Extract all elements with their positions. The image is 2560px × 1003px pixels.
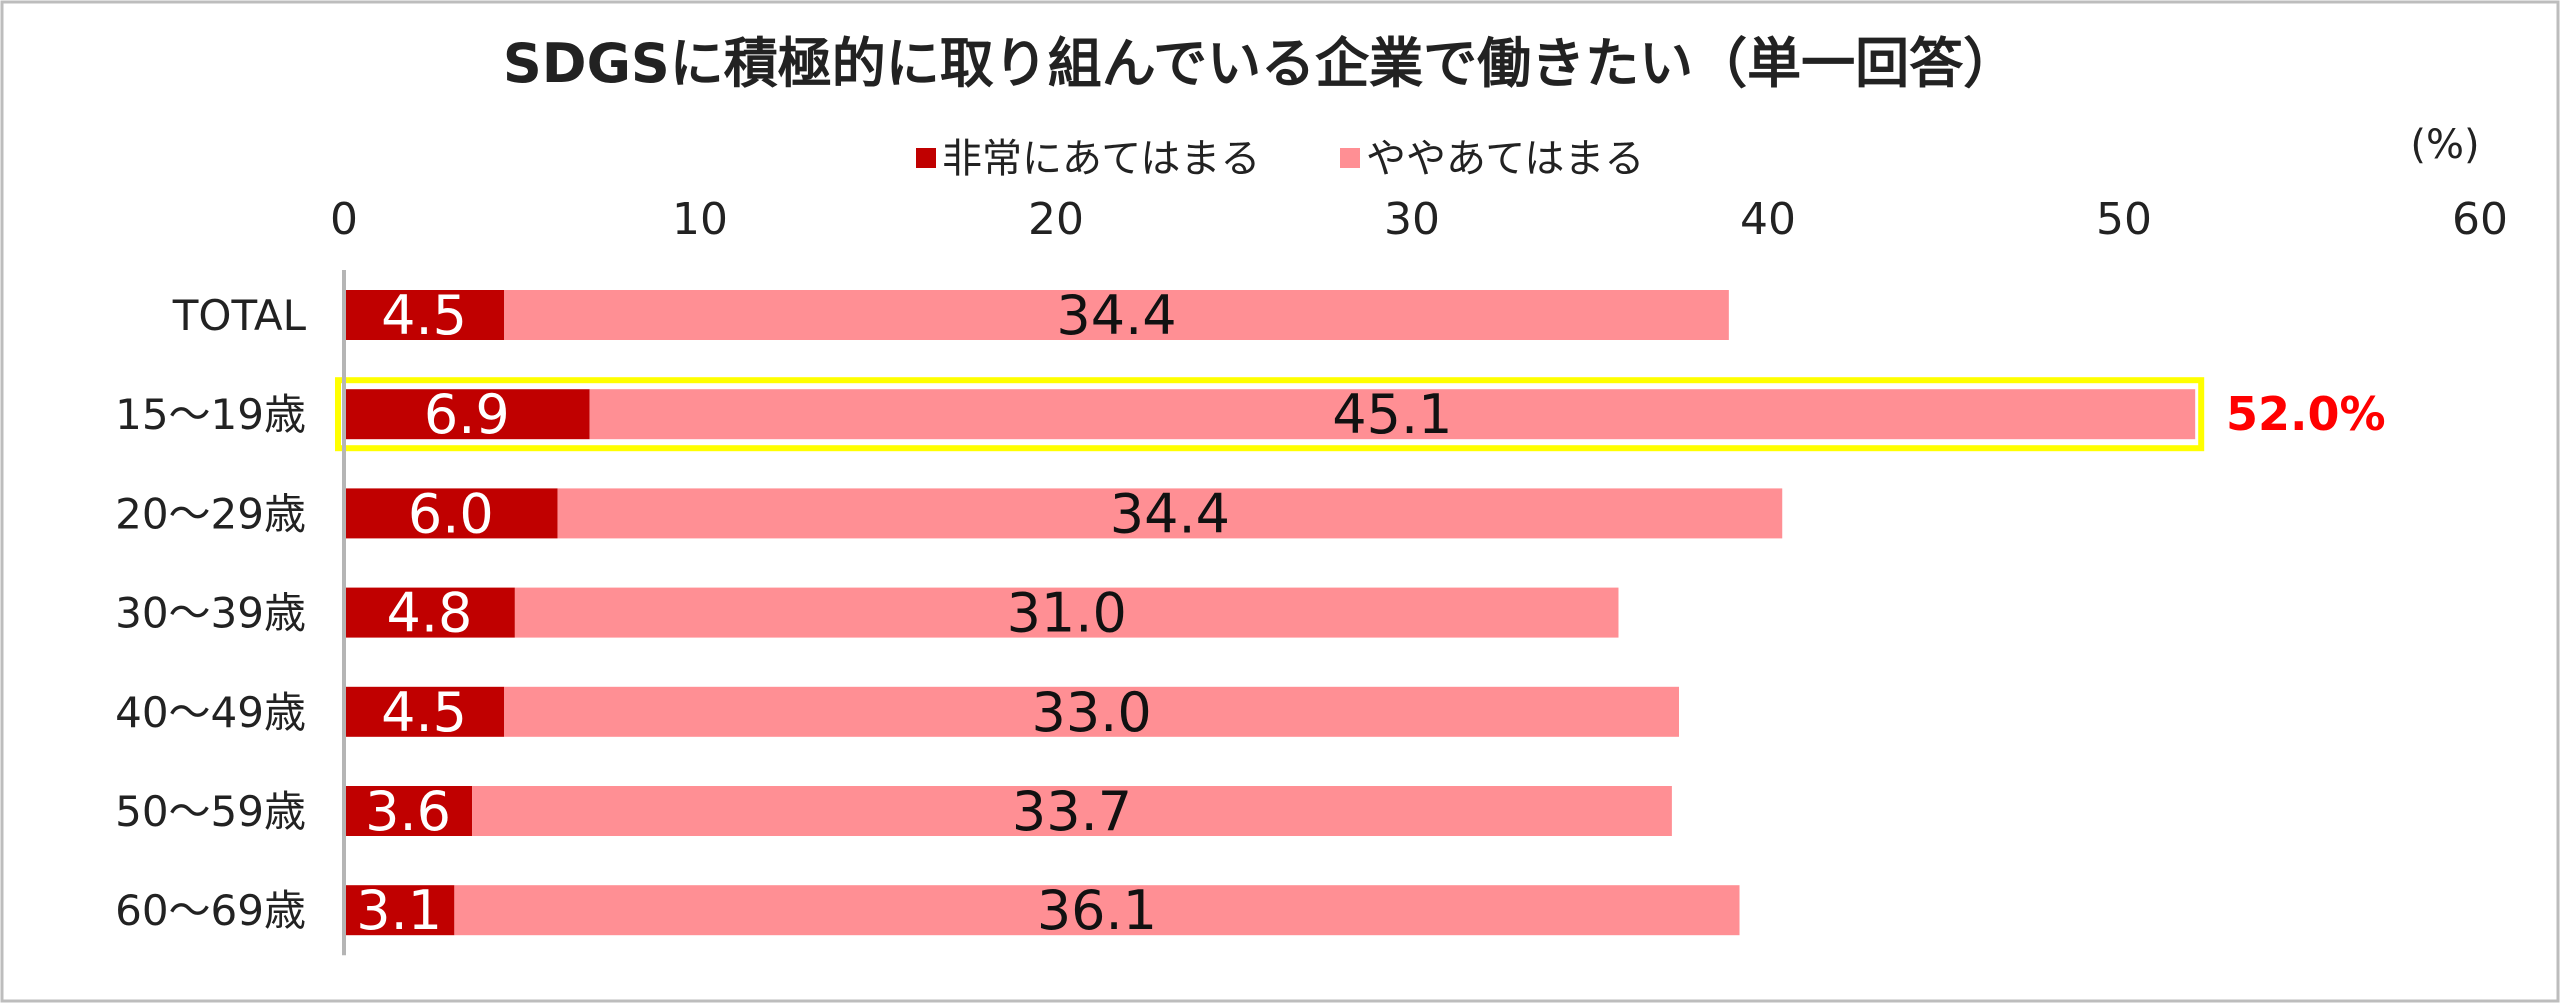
data-label-strongly-applies: 6.0 xyxy=(408,482,494,545)
category-labels: TOTAL 15～19歳 20～29歳 30～39歳 40～49歳 50～59歳 60～69… xyxy=(115,291,306,935)
data-label-strongly-applies: 4.5 xyxy=(381,681,467,744)
data-label-somewhat-applies: 34.4 xyxy=(1056,284,1176,347)
bar-segment-strongly-applies xyxy=(344,488,558,539)
unit-label: (%) xyxy=(2410,122,2479,168)
bar-segment-somewhat-applies xyxy=(589,389,2196,440)
data-label-somewhat-applies: 34.4 xyxy=(1110,482,1230,545)
bar-segment-strongly-applies xyxy=(344,389,590,440)
data-label-strongly-applies: 4.8 xyxy=(386,582,472,645)
x-tick-label: 0 xyxy=(330,194,358,245)
x-axis-ticks: 0 10 20 30 40 50 60 xyxy=(330,194,2508,245)
x-tick-label: 20 xyxy=(1028,194,1084,245)
category-label: 20～29歳 xyxy=(115,489,306,538)
bar-segment-somewhat-applies xyxy=(504,686,1680,737)
data-labels: 4.5 34.4 6.9 45.1 6.0 34.4 4.8 31.0 4.5 33.0 3.6 33… xyxy=(356,284,1452,942)
bar-segment-somewhat-applies xyxy=(454,885,1740,936)
bar-segment-strongly-applies xyxy=(344,786,473,836)
chart-title: SDGSに積極的に取り組んでいる企業で働きたい（単一回答） xyxy=(503,32,2017,95)
bar-segment-somewhat-applies xyxy=(557,488,1783,539)
highlight-box xyxy=(335,377,2205,452)
x-tick-label: 30 xyxy=(1384,194,1440,245)
bar-segment-strongly-applies xyxy=(344,686,505,737)
category-label: 40～49歳 xyxy=(115,688,306,737)
category-label: 30～39歳 xyxy=(115,589,306,638)
bar-segment-strongly-applies xyxy=(344,885,455,936)
bars xyxy=(344,290,2196,936)
data-label-strongly-applies: 6.9 xyxy=(424,383,510,446)
category-label: 50～59歳 xyxy=(115,787,306,836)
data-label-somewhat-applies: 36.1 xyxy=(1037,879,1157,942)
bar-segment-somewhat-applies xyxy=(514,587,1619,638)
legend-label-strongly-applies: 非常にあてはまる xyxy=(942,136,1260,182)
x-tick-label: 10 xyxy=(672,194,728,245)
data-label-somewhat-applies: 31.0 xyxy=(1007,582,1127,645)
legend: 非常にあてはまる ややあてはまる xyxy=(916,136,1644,182)
x-tick-label: 60 xyxy=(2452,194,2508,245)
bar-segment-strongly-applies xyxy=(344,290,505,340)
highlight-layer: 52.0% xyxy=(335,377,2386,452)
bar-segment-somewhat-applies xyxy=(472,786,1672,836)
x-tick-label: 40 xyxy=(1740,194,1796,245)
x-tick-label: 50 xyxy=(2096,194,2152,245)
legend-swatch-somewhat-applies xyxy=(1340,148,1360,168)
category-label: 15～19歳 xyxy=(115,390,306,439)
legend-swatch-strongly-applies xyxy=(916,148,936,168)
data-label-strongly-applies: 3.1 xyxy=(356,879,442,942)
data-label-somewhat-applies: 33.7 xyxy=(1012,780,1132,843)
data-label-somewhat-applies: 45.1 xyxy=(1332,383,1452,446)
category-label: TOTAL xyxy=(172,291,307,340)
data-label-strongly-applies: 4.5 xyxy=(381,284,467,347)
bar-segment-somewhat-applies xyxy=(504,290,1729,340)
bar-segment-strongly-applies xyxy=(344,587,515,638)
highlight-total-label: 52.0% xyxy=(2226,387,2386,441)
legend-label-somewhat-applies: ややあてはまる xyxy=(1366,136,1644,182)
data-label-somewhat-applies: 33.0 xyxy=(1031,681,1151,744)
data-label-strongly-applies: 3.6 xyxy=(365,780,451,843)
category-label: 60～69歳 xyxy=(115,886,306,935)
